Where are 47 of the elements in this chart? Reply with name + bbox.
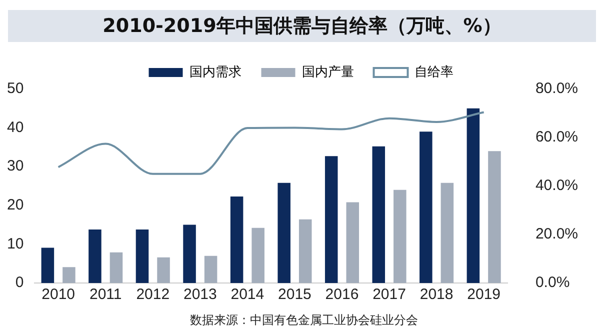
bar [466,108,480,283]
y-tick-label: 0 [15,274,24,292]
legend-label: 国内需求 [189,64,242,80]
y2-tick-label: 60.0% [535,128,578,146]
x-tick-label: 2018 [420,286,454,304]
x-tick-label: 2013 [183,286,217,304]
line-series [57,111,485,175]
chart-title: 2010-2019年中国供需与自给率（万吨、%） [8,10,596,42]
x-tick-label: 2014 [230,286,264,304]
legend-label: 自给率 [414,64,454,80]
bar [41,248,54,283]
bar [440,182,454,283]
bar [372,146,386,283]
bar [488,151,501,283]
x-tick-label: 2017 [372,286,406,304]
source-note: 数据来源：中国有色金属工业协会硅业分会 [189,312,419,329]
bar [252,228,264,283]
x-tick-label: 2016 [325,286,359,304]
y2-tick-label: 0.0% [535,274,570,292]
bar [278,182,290,283]
bar [230,196,244,283]
x-tick-label: 2011 [89,286,122,304]
y2-tick-label: 20.0% [535,226,578,243]
bar [204,256,218,283]
y-tick-label: 50 [6,80,24,98]
y2-tick-label: 40.0% [535,177,578,194]
legend-label: 国内产量 [302,64,354,80]
bar [136,229,149,283]
bar [157,257,170,283]
bar [62,267,76,283]
bar [183,224,196,283]
x-tick-label: 2010 [42,286,76,304]
x-tick-label: 2015 [278,286,312,304]
bar [110,252,123,283]
y-tick-label: 20 [6,196,24,214]
x-tick-label: 2019 [467,286,501,304]
bar [346,202,360,283]
bar [324,156,338,283]
y2-tick-label: 80.0% [535,80,578,98]
bar [88,229,102,283]
bar [298,219,312,283]
x-tick-label: 2012 [136,286,170,304]
bar [420,132,432,283]
bar [394,190,406,283]
y-tick-label: 40 [6,118,24,136]
y-tick-label: 10 [6,235,24,252]
y-tick-label: 30 [6,158,24,175]
